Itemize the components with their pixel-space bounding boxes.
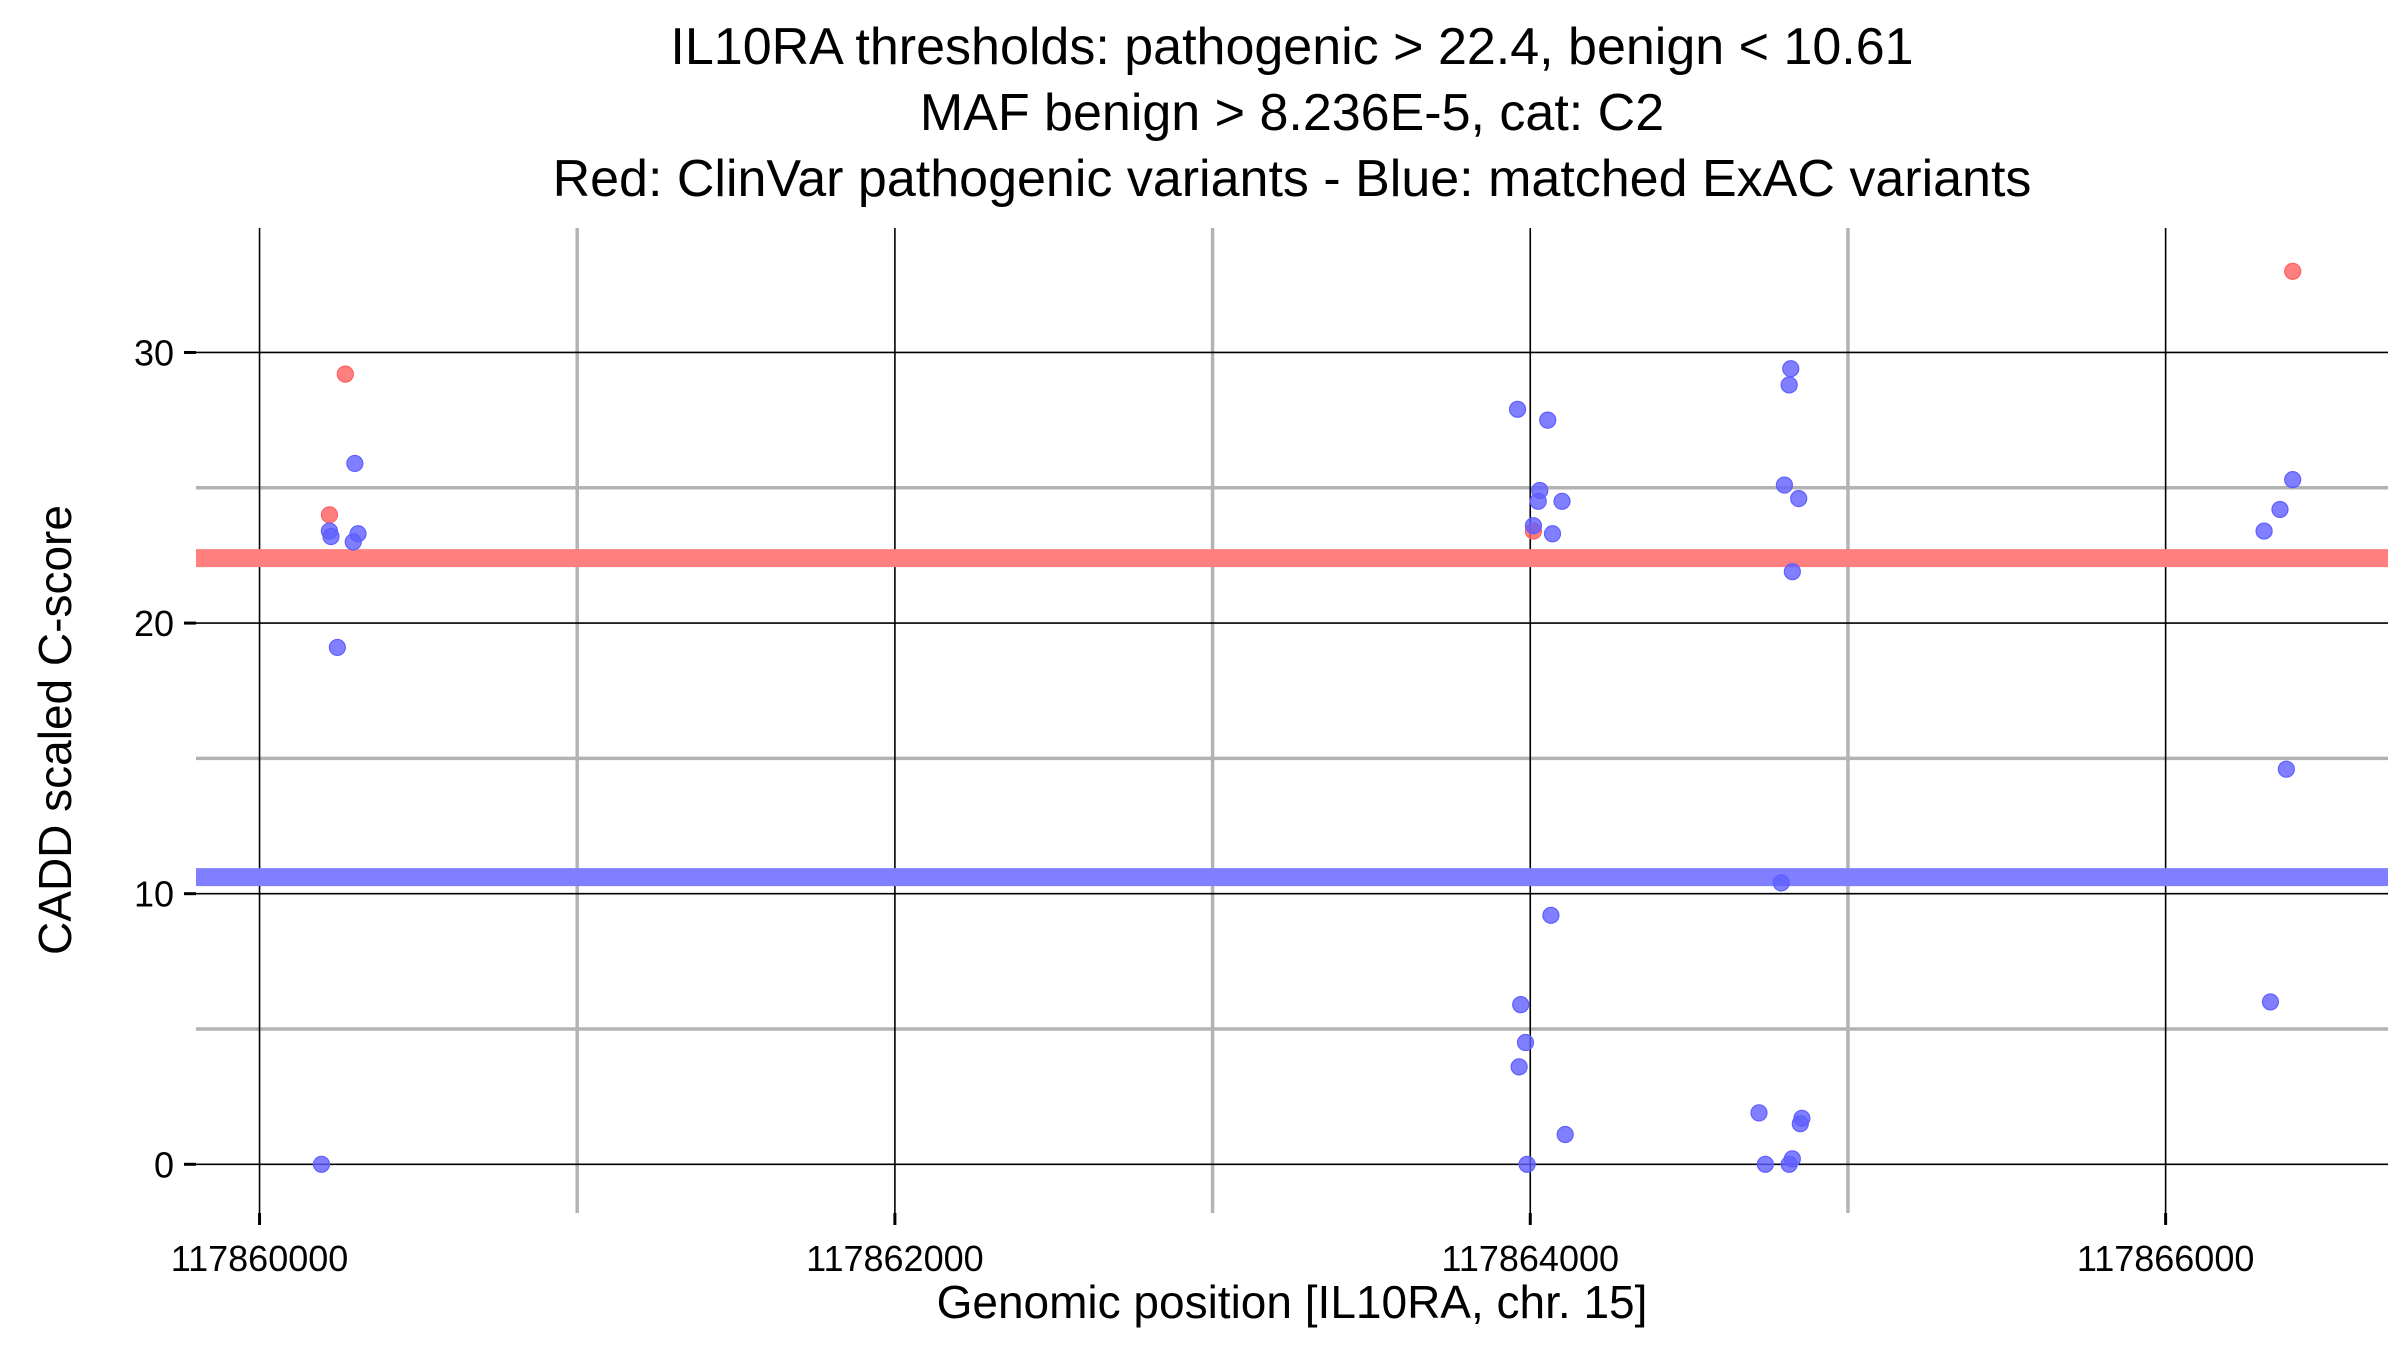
exac-point xyxy=(1542,906,1560,924)
exac-point xyxy=(344,533,362,551)
exac-point xyxy=(1791,1115,1809,1133)
exac-point xyxy=(1556,1125,1574,1144)
exac-point xyxy=(2277,760,2295,778)
major-gridlines xyxy=(196,228,2388,1213)
clinvar-point xyxy=(2284,262,2302,280)
clinvar-point xyxy=(320,506,339,524)
y-tick-label: 20 xyxy=(134,603,174,644)
exac-point xyxy=(1529,492,1547,510)
y-tick-label: 10 xyxy=(134,874,174,915)
exac-point xyxy=(1510,1058,1528,1076)
exac-point xyxy=(1508,400,1527,418)
x-tick-label: 117866000 xyxy=(2077,1238,2255,1279)
exac-point xyxy=(1524,517,1543,535)
exac-point xyxy=(1790,490,1808,508)
exac-point xyxy=(1539,411,1557,429)
y-tick-label: 30 xyxy=(134,332,174,373)
exac-point xyxy=(312,1155,331,1173)
chart-title-line-3: Red: ClinVar pathogenic variants - Blue:… xyxy=(552,150,2032,208)
exac-point xyxy=(1512,996,1530,1014)
chart-title-line-2: MAF benign > 8.236E-5, cat: C2 xyxy=(919,84,1665,142)
x-axis-title: Genomic position [IL10RA, chr. 15] xyxy=(936,1276,1648,1328)
exac-point xyxy=(2261,993,2280,1011)
exac-point xyxy=(1780,376,1798,394)
exac-point xyxy=(1516,1033,1535,1052)
exac-point xyxy=(1750,1104,1768,1122)
y-tick-label: 0 xyxy=(154,1144,174,1185)
x-tick-label: 117862000 xyxy=(806,1238,984,1279)
exac-point xyxy=(2284,471,2302,489)
exac-point xyxy=(1775,476,1794,494)
exac-point xyxy=(1783,563,1801,581)
x-tick-label: 117860000 xyxy=(171,1238,349,1279)
exac-point xyxy=(1543,525,1562,543)
chart-title-line-1: IL10RA thresholds: pathogenic > 22.4, be… xyxy=(670,18,1914,76)
threshold-lines xyxy=(196,549,2388,887)
exac-point xyxy=(1553,492,1571,510)
exac-point xyxy=(346,454,364,473)
exac-point xyxy=(2271,500,2289,519)
exac-point xyxy=(1780,1155,1798,1173)
minor-gridlines xyxy=(196,228,2388,1213)
data-points xyxy=(312,262,2302,1173)
x-tick-label: 117864000 xyxy=(1441,1238,1619,1279)
axes: 117860000 117862000 117864000 117866000 0 10 2… xyxy=(134,332,2254,1279)
exac-point xyxy=(328,638,346,657)
exac-point xyxy=(2255,522,2273,540)
exac-point xyxy=(322,527,340,546)
y-axis-title: CADD scaled C-score xyxy=(29,505,81,955)
clinvar-point xyxy=(336,365,354,383)
exac-point xyxy=(1518,1155,1536,1173)
exac-point xyxy=(1756,1155,1774,1173)
exac-point xyxy=(1782,360,1800,378)
exac-point xyxy=(1772,874,1790,892)
